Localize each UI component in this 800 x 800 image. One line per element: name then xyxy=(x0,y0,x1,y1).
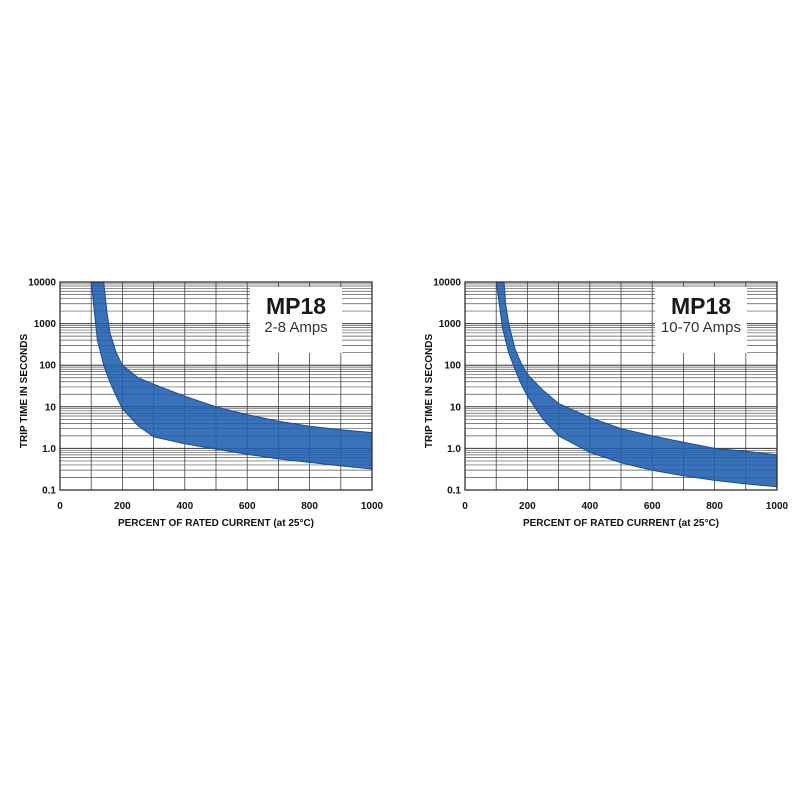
plot-frame xyxy=(59,281,373,491)
chart-2-label-box: MP18 10-70 Amps xyxy=(655,287,747,353)
y-axis-title: TRIP TIME IN SECONDS xyxy=(424,334,435,449)
y-tick-label: 10000 xyxy=(28,278,56,289)
x-tick-label: 600 xyxy=(239,501,256,512)
x-tick-label: 800 xyxy=(301,501,318,512)
x-tick-label: 200 xyxy=(519,501,536,512)
x-axis-title: PERCENT OF RATED CURRENT (at 25°C) xyxy=(118,518,314,529)
chart-1-subtitle: 2-8 Amps xyxy=(264,319,328,336)
y-tick-label: 0.1 xyxy=(447,486,461,497)
y-tick-label: 10000 xyxy=(433,278,461,289)
x-tick-label: 400 xyxy=(176,501,193,512)
y-tick-label: 1000 xyxy=(439,319,462,330)
chart-2-svg: 0.1 1.0 10 100 1000 10000 0 200 400 600 800 1000 PER… xyxy=(424,278,789,530)
chart-panel-2: 0.1 1.0 10 100 1000 10000 0 200 400 600 800 1000 PER… xyxy=(405,0,800,800)
x-tick-label: 0 xyxy=(462,501,468,512)
y-tick-label: 1000 xyxy=(34,319,57,330)
x-tick-label: 0 xyxy=(57,501,63,512)
y-tick-label: 100 xyxy=(39,361,56,372)
chart-1-label-box: MP18 2-8 Amps xyxy=(250,287,342,353)
plot-frame xyxy=(464,281,778,491)
chart-panel-1: 0.1 1.0 10 100 1000 10000 0 200 400 600 800 1000 PER… xyxy=(19,278,384,530)
x-tick-label: 600 xyxy=(644,501,661,512)
chart-2-subtitle: 10-70 Amps xyxy=(660,319,742,336)
chart-1-title: MP18 xyxy=(265,293,327,319)
x-tick-label: 1000 xyxy=(361,501,384,512)
x-axis-title: PERCENT OF RATED CURRENT (at 25°C) xyxy=(523,518,719,529)
y-tick-label: 0.1 xyxy=(42,486,56,497)
chart-2-title: MP18 xyxy=(670,293,732,319)
y-tick-label: 10 xyxy=(450,402,462,413)
y-tick-label: 1.0 xyxy=(447,444,461,455)
x-tick-label: 200 xyxy=(114,501,131,512)
x-tick-label: 800 xyxy=(706,501,723,512)
y-axis-title: TRIP TIME IN SECONDS xyxy=(19,334,30,449)
chart-1-svg: 0.1 1.0 10 100 1000 10000 0 200 400 600 800 1000 PER… xyxy=(19,278,384,530)
y-tick-label: 1.0 xyxy=(42,444,56,455)
trip-time-band xyxy=(495,282,777,488)
y-tick-label: 100 xyxy=(444,361,461,372)
x-tick-label: 400 xyxy=(581,501,598,512)
x-tick-label: 1000 xyxy=(766,501,789,512)
y-tick-label: 10 xyxy=(45,402,57,413)
trip-time-band xyxy=(90,282,372,470)
